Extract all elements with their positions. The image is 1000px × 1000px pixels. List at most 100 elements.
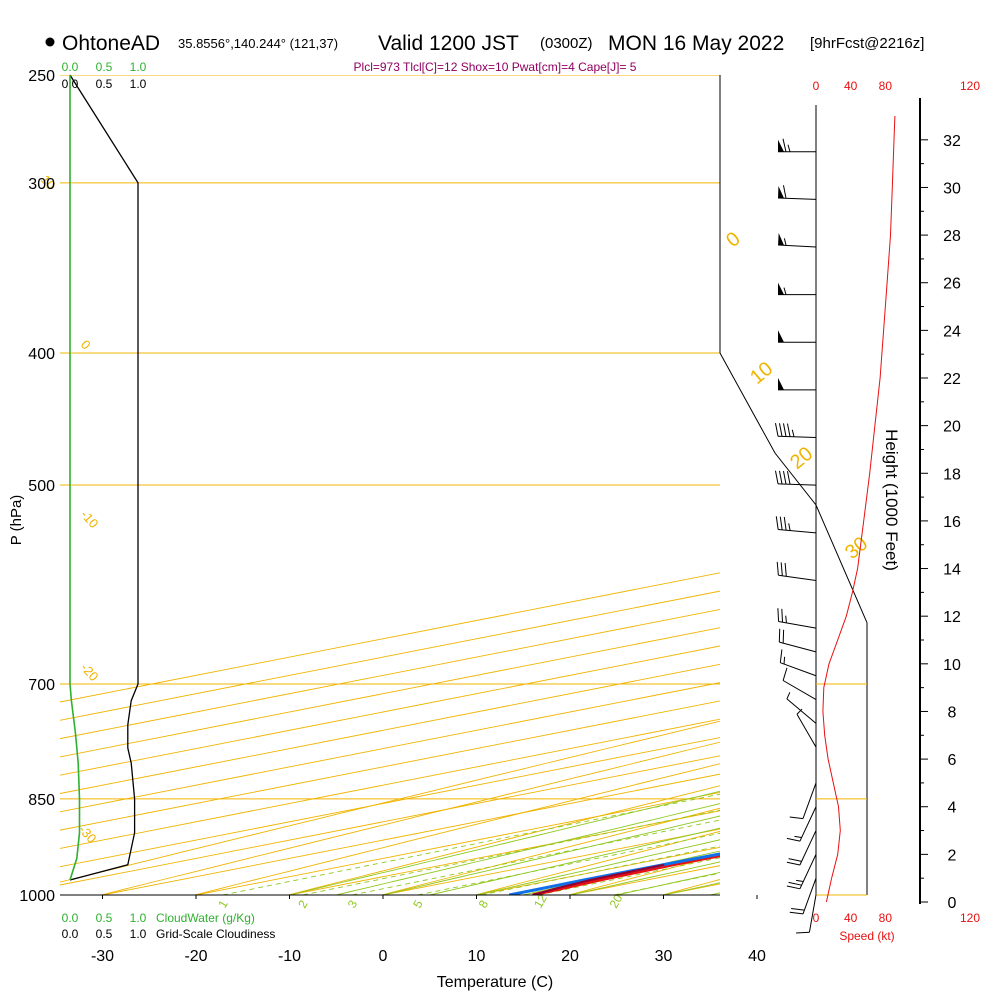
isotherm-line (60, 700, 720, 831)
height-tick-label: 16 (943, 514, 961, 531)
surface-dewpoint-point (505, 896, 513, 904)
cloudiness-tick-bottom: 0.0 (62, 927, 79, 941)
sounding-profiles (505, 852, 720, 904)
dry-adiabat-line (473, 830, 720, 895)
speed-tick-bottom: 0 (813, 911, 820, 925)
height-tick-label: 4 (948, 800, 957, 817)
speed-tick-top: 80 (879, 79, 893, 93)
pressure-tick-label: 400 (28, 346, 55, 363)
mixing-ratio-label: 2 (295, 897, 311, 910)
isotherm-line (60, 755, 720, 886)
valid-utc: (0300Z) (540, 35, 593, 52)
speed-tick-bottom: 40 (844, 911, 858, 925)
cloudiness-label: Grid-Scale Cloudiness (156, 927, 275, 941)
speed-tick-top: 0 (813, 79, 820, 93)
isotherm-line (60, 663, 720, 794)
isotherm-line (60, 645, 720, 776)
station-coords: 35.8556°,140.244° (121,37) (178, 36, 338, 51)
temp-tick-label: -10 (278, 948, 301, 965)
dry-adiabat-line (660, 879, 720, 895)
cloud-water-tick-top: 1.0 (130, 60, 147, 74)
temp-tick-label: 40 (748, 948, 766, 965)
wind-barb (777, 608, 817, 629)
isotherm-line (60, 737, 720, 868)
speed-tick-top: 120 (960, 79, 980, 93)
height-tick-label: 20 (943, 419, 961, 436)
temp-tick-label: 20 (561, 948, 579, 965)
height-tick-label: 10 (943, 657, 961, 674)
mixing-ratio-label: 12 (531, 892, 550, 911)
stability-indices: Plcl=973 Tlcl[C]=12 Shox=10 Pwat[cm]=4 C… (354, 60, 637, 74)
wind-barb (786, 692, 817, 724)
dewpoint-profile (508, 852, 720, 895)
isotherm-line (851, 75, 1000, 895)
height-tick-label: 22 (943, 371, 961, 388)
cloud-water-profile (69, 75, 81, 881)
x-axis-title: Temperature (C) (437, 974, 553, 991)
cloud-panel: 0.00.00.00.00.50.50.50.51.01.01.01.0 (62, 60, 147, 941)
pressure-tick-label: 850 (28, 792, 55, 809)
speed-axis-title: Speed (kt) (839, 929, 894, 943)
height-tick-label: 32 (943, 133, 961, 150)
isotherm-line (757, 75, 1000, 895)
wind-barb (776, 561, 817, 581)
cloudiness-tick-bottom: 0.5 (96, 927, 113, 941)
mixing-ratio-label: 3 (345, 897, 361, 910)
wind-barb (774, 470, 817, 486)
height-tick-label: 14 (943, 562, 961, 579)
pressure-tick-label: 700 (28, 677, 55, 694)
wind-barb (774, 423, 817, 439)
wind-barb (779, 649, 817, 677)
isotherm-label: -20 (78, 660, 102, 684)
dry-adiabat-label: 0 (722, 228, 745, 252)
height-tick-label: 30 (943, 180, 961, 197)
wind-barb (777, 330, 817, 343)
wind-barb (786, 806, 817, 842)
dry-adiabat-line (60, 720, 720, 883)
speed-tick-bottom: 120 (960, 911, 980, 925)
wind-barb (782, 667, 817, 700)
wind-barb (778, 628, 817, 653)
cloudiness-profile (69, 74, 139, 881)
mixing-ratio-line (417, 832, 720, 895)
dry-adiabat-line (379, 807, 720, 895)
cloudiness-tick-top: 1.0 (130, 77, 147, 91)
pressure-tick-label: 250 (28, 68, 55, 85)
dry-adiabat-line (744, 51, 1000, 924)
height-tick-label: 6 (948, 752, 957, 769)
dry-adiabat-line (99, 741, 720, 895)
temp-tick-label: 0 (379, 948, 388, 965)
wind-barb (796, 708, 817, 748)
wind-barb (777, 282, 817, 296)
moist-adiabat-line (336, 803, 720, 895)
wind-speed-profile (822, 115, 896, 903)
wind-barb (786, 854, 817, 890)
wind-barb (796, 894, 817, 934)
height-tick-label: 18 (943, 466, 961, 483)
cloud-water-tick-top: 0.5 (96, 60, 113, 74)
valid-date: MON 16 May 2022 (608, 32, 784, 55)
mixing-ratio-label: 5 (410, 897, 426, 910)
parcel-path (532, 863, 665, 895)
y-axis-title: P (hPa) (8, 495, 25, 546)
mixing-ratio-label: 20 (607, 892, 626, 911)
dry-adiabat-line (192, 763, 720, 895)
wind-barb (786, 830, 817, 866)
speed-tick-top: 40 (844, 79, 858, 93)
isotherm-line (60, 718, 720, 849)
mixing-ratio-line (222, 793, 720, 895)
pressure-tick-label: 500 (28, 478, 55, 495)
moist-adiabat-line (289, 790, 720, 895)
isotherm-line (60, 682, 720, 813)
height-axis-title: Height (1000 Feet) (882, 429, 901, 571)
height-tick-label: 2 (948, 847, 957, 864)
mixing-ratio-label: 1 (215, 897, 231, 910)
wind-barb (789, 782, 817, 820)
temperature-profile (532, 854, 720, 895)
height-tick-label: 12 (943, 609, 961, 626)
